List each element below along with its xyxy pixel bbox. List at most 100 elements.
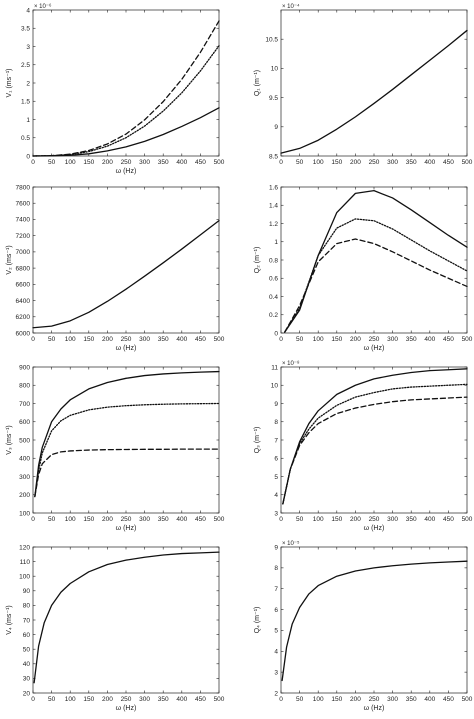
chart-panel-4: 0 50 100 150 200 250 300 350 400 450 500 0 0.2 0.4 0.6… <box>254 184 473 352</box>
x-tick-label: 450 <box>443 336 454 343</box>
x-axis-label: ω (Hz) <box>364 705 385 712</box>
y-tick-label: 11 <box>271 364 278 371</box>
y-tick-label: 600 <box>19 419 30 426</box>
x-tick-label: 50 <box>48 336 56 343</box>
y-tick-label: 6000 <box>16 330 31 337</box>
x-tick-label: 500 <box>462 696 473 703</box>
x-tick-label: 50 <box>48 696 56 703</box>
series-line-dotted <box>282 383 468 505</box>
y-axis-label: V₃ (ms⁻¹) <box>6 425 13 454</box>
x-tick-label: 400 <box>176 336 187 343</box>
series-line-solid <box>32 220 220 329</box>
x-tick-label: 100 <box>65 696 76 703</box>
y-tick-label: 1.6 <box>269 184 278 191</box>
x-tick-label: 100 <box>65 336 76 343</box>
y-tick-label: 3.5 <box>21 26 30 33</box>
x-tick-label: 350 <box>406 516 417 523</box>
y-tick-label: 700 <box>19 401 30 408</box>
y-multiplier-label: × 10⁻⁴ <box>282 3 300 10</box>
plot-frame <box>280 366 468 514</box>
y-tick-label: 100 <box>19 510 30 517</box>
y-tick-label: 1.2 <box>269 221 278 228</box>
x-tick-label: 0 <box>31 516 35 523</box>
y-axis-label: V₁ (ms⁻¹) <box>6 69 13 98</box>
x-tick-label: 50 <box>296 696 304 703</box>
x-tick-label: 500 <box>462 516 473 523</box>
x-tick-label: 200 <box>102 159 113 166</box>
y-tick-label: 7 <box>274 437 278 444</box>
x-tick-label: 250 <box>121 159 132 166</box>
x-tick-label: 250 <box>369 516 380 523</box>
y-tick-label: 0.6 <box>269 276 278 283</box>
plot-frame <box>280 9 468 157</box>
x-tick-label: 150 <box>83 516 94 523</box>
series-line-solid <box>34 370 220 498</box>
x-tick-label: 0 <box>31 159 35 166</box>
y-tick-label: 200 <box>19 492 30 499</box>
x-tick-label: 300 <box>139 516 150 523</box>
y-tick-label: 6 <box>274 456 278 463</box>
series-line-dotted <box>284 218 468 333</box>
series-line-dashed <box>32 20 220 157</box>
x-tick-label: 350 <box>158 159 169 166</box>
x-tick-label: 350 <box>158 696 169 703</box>
y-tick-label: 10 <box>271 383 279 390</box>
x-tick-label: 300 <box>139 336 150 343</box>
y-multiplier-label: × 10⁻⁵ <box>282 540 300 547</box>
y-tick-label: 9 <box>274 544 278 551</box>
y-tick-label: 0.2 <box>269 312 278 319</box>
x-tick-label: 450 <box>195 336 206 343</box>
y-tick-label: 100 <box>19 574 30 581</box>
y-tick-label: 1 <box>26 117 30 124</box>
x-tick-label: 100 <box>313 159 324 166</box>
x-tick-label: 100 <box>313 696 324 703</box>
y-tick-label: 6600 <box>16 282 31 289</box>
x-tick-label: 400 <box>424 516 435 523</box>
x-tick-label: 300 <box>139 696 150 703</box>
x-tick-label: 500 <box>462 159 473 166</box>
x-tick-label: 450 <box>443 159 454 166</box>
x-tick-label: 450 <box>443 516 454 523</box>
x-tick-label: 400 <box>176 516 187 523</box>
x-axis-label: ω (Hz) <box>364 345 385 352</box>
y-tick-label: 300 <box>19 474 30 481</box>
x-tick-label: 450 <box>443 696 454 703</box>
y-tick-label: 1 <box>274 239 278 246</box>
x-tick-label: 250 <box>369 336 380 343</box>
x-tick-label: 300 <box>387 336 398 343</box>
y-tick-label: 110 <box>20 559 31 566</box>
y-tick-label: 0.5 <box>21 135 30 142</box>
x-tick-label: 200 <box>102 696 113 703</box>
x-axis-label: ω (Hz) <box>116 345 137 352</box>
y-tick-label: 6 <box>274 607 278 614</box>
x-tick-label: 450 <box>195 516 206 523</box>
x-tick-label: 50 <box>48 516 56 523</box>
x-tick-label: 150 <box>83 159 94 166</box>
y-tick-label: 0.8 <box>269 257 278 264</box>
y-tick-label: 80 <box>23 603 31 610</box>
plot-frame <box>280 546 468 694</box>
x-tick-label: 200 <box>102 336 113 343</box>
y-tick-label: 400 <box>19 456 30 463</box>
y-axis-label: Q₄ (m⁻¹) <box>254 607 261 634</box>
x-tick-label: 100 <box>65 516 76 523</box>
chart-panel-6: 0 50 100 150 200 250 300 350 400 450 500 3 4 5 6 7 8 9 10 1… <box>254 360 473 532</box>
series-line-solid <box>284 189 468 333</box>
y-multiplier-label: × 10⁻⁶ <box>34 3 52 10</box>
x-tick-label: 0 <box>279 159 283 166</box>
x-tick-label: 400 <box>424 696 435 703</box>
chart-panel-7: 0 50 100 150 200 250 300 350 400 450 500 20 30 40 50 60… <box>6 544 225 712</box>
x-tick-label: 350 <box>406 336 417 343</box>
y-tick-label: 60 <box>23 632 31 639</box>
y-tick-label: 120 <box>19 544 30 551</box>
x-tick-label: 150 <box>331 159 342 166</box>
y-tick-label: 0 <box>274 330 278 337</box>
x-tick-label: 200 <box>350 159 361 166</box>
y-tick-label: 500 <box>19 437 30 444</box>
x-tick-label: 300 <box>387 516 398 523</box>
x-tick-label: 450 <box>195 696 206 703</box>
y-tick-label: 900 <box>19 364 30 371</box>
y-tick-label: 3 <box>274 510 278 517</box>
x-tick-label: 500 <box>214 336 225 343</box>
y-tick-label: 800 <box>19 383 30 390</box>
